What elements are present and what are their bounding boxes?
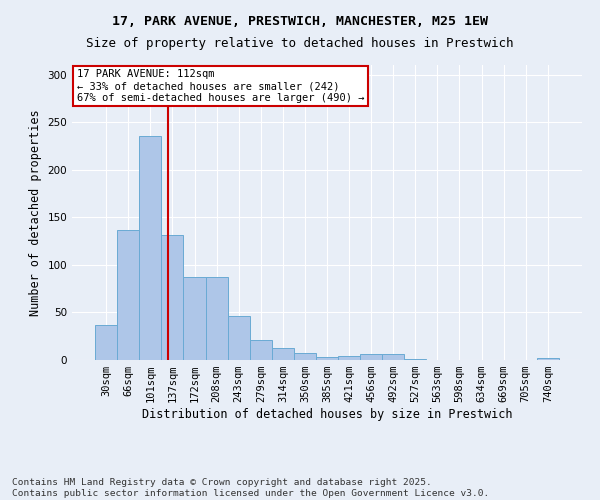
Bar — [382, 354, 404, 360]
Bar — [272, 348, 294, 360]
Bar — [161, 236, 184, 360]
Y-axis label: Number of detached properties: Number of detached properties — [29, 109, 42, 316]
Bar — [404, 359, 427, 360]
Bar — [139, 136, 161, 360]
Text: 17, PARK AVENUE, PRESTWICH, MANCHESTER, M25 1EW: 17, PARK AVENUE, PRESTWICH, MANCHESTER, … — [112, 15, 488, 28]
Bar — [360, 354, 382, 360]
Bar — [537, 358, 559, 360]
Bar — [95, 325, 117, 360]
Bar — [294, 354, 316, 360]
X-axis label: Distribution of detached houses by size in Prestwich: Distribution of detached houses by size … — [142, 408, 512, 421]
Text: 17 PARK AVENUE: 112sqm
← 33% of detached houses are smaller (242)
67% of semi-de: 17 PARK AVENUE: 112sqm ← 33% of detached… — [77, 70, 365, 102]
Bar — [338, 356, 360, 360]
Text: Size of property relative to detached houses in Prestwich: Size of property relative to detached ho… — [86, 38, 514, 51]
Bar — [117, 230, 139, 360]
Bar — [184, 277, 206, 360]
Bar — [227, 316, 250, 360]
Text: Contains HM Land Registry data © Crown copyright and database right 2025.
Contai: Contains HM Land Registry data © Crown c… — [12, 478, 489, 498]
Bar — [250, 340, 272, 360]
Bar — [316, 357, 338, 360]
Bar — [206, 277, 227, 360]
